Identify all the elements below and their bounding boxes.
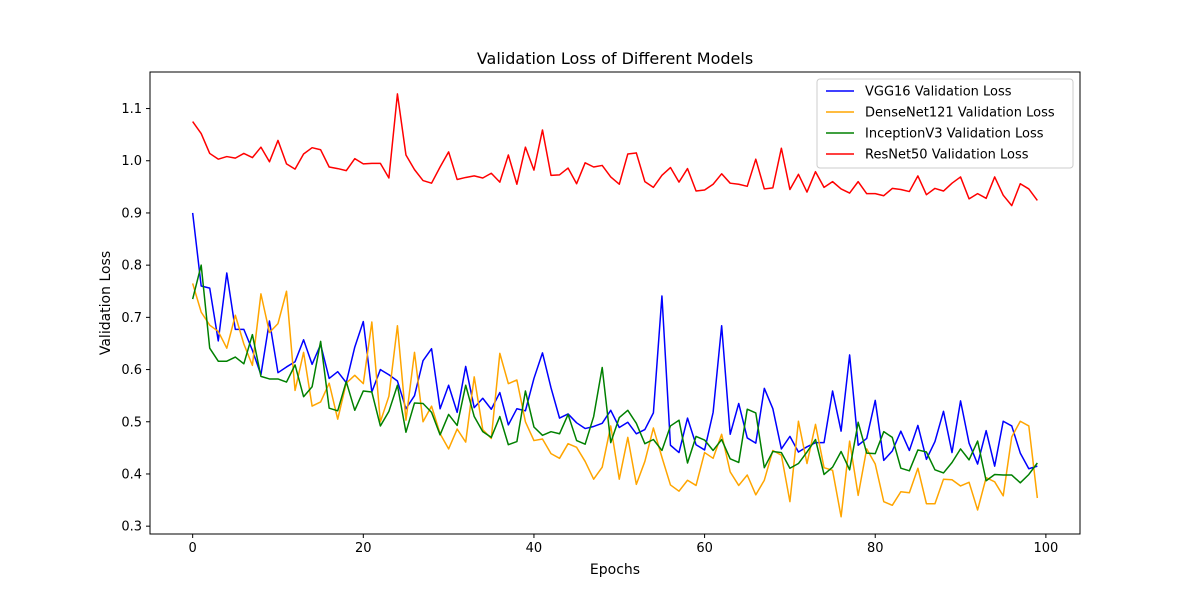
x-tick-label: 60 <box>696 541 713 556</box>
x-tick-label: 0 <box>189 541 197 556</box>
y-tick-label: 0.4 <box>121 467 142 482</box>
x-tick-label: 20 <box>355 541 372 556</box>
y-tick-label: 0.8 <box>121 259 142 274</box>
y-tick-label: 0.7 <box>121 311 142 326</box>
series-line-0 <box>191 212 1038 470</box>
series-line-2 <box>191 264 1038 484</box>
x-axis: 0 20 40 60 80 100 <box>189 534 1058 556</box>
y-tick-label: 0.9 <box>121 206 142 221</box>
x-tick-label: 80 <box>867 541 884 556</box>
y-tick-label: 0.5 <box>121 415 142 430</box>
y-tick-label: 1.0 <box>121 154 142 169</box>
plot-frame <box>149 71 1081 535</box>
legend-box <box>816 78 1074 169</box>
chart-title: Validation Loss of Different Models <box>477 49 753 68</box>
y-axis-label: Validation Loss <box>98 251 114 355</box>
y-tick-label: 0.6 <box>121 363 142 378</box>
legend: VGG16 Validation Loss DenseNet121 Validat… <box>816 78 1074 169</box>
y-tick-label: 1.1 <box>121 102 142 117</box>
legend-label-1: DenseNet121 Validation Loss <box>865 106 1055 121</box>
x-tick-label: 100 <box>1033 541 1058 556</box>
legend-label-3: ResNet50 Validation Loss <box>865 148 1029 163</box>
x-tick-label: 40 <box>526 541 543 556</box>
plot-area <box>149 71 1081 535</box>
series-lines <box>191 93 1039 518</box>
y-axis: 0.3 0.4 0.5 0.6 0.7 0.8 0.9 1.0 1.1 <box>121 102 150 535</box>
x-axis-label: Epochs <box>590 562 640 578</box>
series-line-1 <box>191 283 1039 518</box>
y-tick-label: 0.3 <box>121 520 142 535</box>
series-line-3 <box>192 93 1038 207</box>
legend-label-0: VGG16 Validation Loss <box>865 85 1012 100</box>
legend-label-2: InceptionV3 Validation Loss <box>865 127 1044 142</box>
